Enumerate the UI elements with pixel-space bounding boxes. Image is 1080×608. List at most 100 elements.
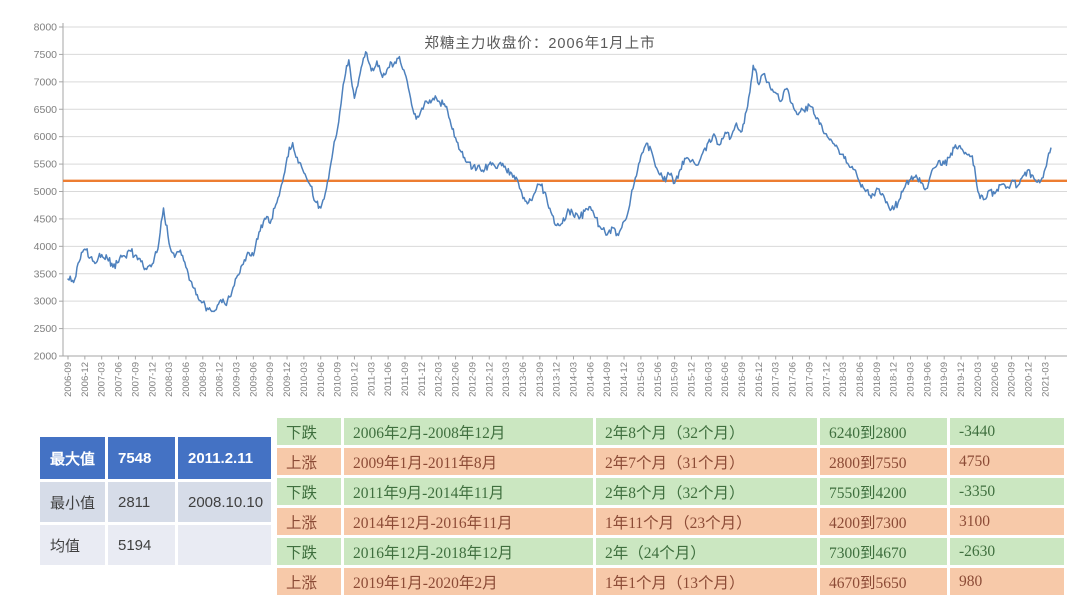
y-axis-label: 8000 [34,22,58,34]
y-axis-label: 4000 [34,241,58,253]
trend-duration: 2年7个月（31个月） [596,448,817,475]
x-axis-label: 2006-12 [80,362,91,397]
x-axis-label: 2011-06 [383,362,394,396]
x-axis-label: 2009-06 [248,362,259,397]
x-axis-label: 2014-12 [619,362,630,397]
x-axis-label: 2007-12 [147,362,158,397]
x-axis-label: 2019-12 [956,362,967,397]
y-axis-label: 5500 [34,159,58,171]
trend-direction: 下跌 [277,418,341,445]
y-axis-label: 3000 [34,296,58,308]
x-axis-label: 2012-12 [484,362,495,397]
x-axis-label: 2019-06 [922,362,933,397]
x-axis-label: 2013-09 [535,362,546,397]
trend-direction: 下跌 [277,538,341,565]
x-axis-label: 2017-09 [804,362,815,397]
x-axis-label: 2018-12 [889,362,900,397]
x-axis-label: 2020-12 [1023,362,1034,397]
x-axis-label: 2015-12 [686,362,697,397]
trend-range: 7300到4670 [820,538,947,565]
x-axis-label: 2015-03 [636,362,647,397]
y-axis-label: 2500 [34,323,58,335]
trend-duration: 2年8个月（32个月） [596,478,817,505]
stat-date: 2008.10.10 [178,482,271,522]
y-axis-label: 6000 [34,131,58,143]
x-axis-label: 2010-09 [333,362,344,397]
trend-period: 2016年12月-2018年12月 [344,538,593,565]
x-axis-label: 2012-06 [451,362,462,397]
x-axis-label: 2008-09 [198,362,209,397]
trend-range: 2800到7550 [820,448,947,475]
x-axis-label: 2010-03 [299,362,310,397]
x-axis-label: 2016-03 [703,362,714,397]
x-axis-label: 2018-09 [872,362,883,397]
x-axis-label: 2007-06 [114,362,125,397]
trend-duration: 1年11个月（23个月） [596,508,817,535]
x-axis-label: 2018-03 [838,362,849,397]
x-axis-label: 2020-09 [1007,362,1018,397]
trend-change: 980 [950,568,1064,595]
stats-table: 最大值 7548 2011.2.11 最小值 2811 2008.10.10 均值 5194 [40,437,271,565]
stat-value: 5194 [108,525,175,565]
trend-range: 4670到5650 [820,568,947,595]
stat-label: 最大值 [40,437,105,479]
x-axis-label: 2016-06 [720,362,731,397]
trend-period: 2014年12月-2016年11月 [344,508,593,535]
x-axis-label: 2007-09 [130,362,141,397]
x-axis-label: 2008-03 [164,362,175,397]
x-axis-label: 2006-09 [63,362,74,397]
stat-label: 最小值 [40,482,105,522]
trend-direction: 下跌 [277,478,341,505]
x-axis-label: 2013-03 [501,362,512,397]
trend-period: 2011年9月-2014年11月 [344,478,593,505]
trend-change: -2630 [950,538,1064,565]
x-axis-label: 2016-12 [754,362,765,397]
x-axis-label: 2019-09 [939,362,950,397]
x-axis-label: 2011-09 [400,362,411,396]
x-axis-label: 2017-03 [771,362,782,397]
x-axis-label: 2008-06 [181,362,192,397]
trend-range: 4200到7300 [820,508,947,535]
trend-change: 4750 [950,448,1064,475]
x-axis-label: 2021-03 [1040,362,1051,397]
x-axis-label: 2012-09 [467,362,478,397]
x-axis-label: 2012-03 [434,362,445,397]
price-line-chart: 2000 2500 3000 3500 4000 4500 5000 5500 6000 6500… [34,22,1067,397]
x-axis-label: 2014-06 [585,362,596,397]
x-axis-label: 2017-12 [821,362,832,397]
x-axis-label: 2019-03 [906,362,917,397]
y-axis-label: 4500 [34,213,58,225]
price-line-series [67,51,1052,313]
x-axis-label: 2008-12 [215,362,226,397]
chart-title: 郑糖主力收盘价：2006年1月上市 [424,36,656,52]
trend-change: -3350 [950,478,1064,505]
trend-range: 7550到4200 [820,478,947,505]
x-axis-label: 2014-03 [569,362,580,397]
y-axis-label: 5000 [34,186,58,198]
y-axis-label: 2000 [34,351,58,363]
x-axis-label: 2014-09 [602,362,613,397]
trend-direction: 上涨 [277,508,341,535]
x-axis-label: 2011-12 [417,362,428,396]
trend-direction: 上涨 [277,448,341,475]
trend-duration: 2年（24个月） [596,538,817,565]
x-axis-label: 2017-06 [788,362,799,397]
x-axis-label: 2020-03 [973,362,984,397]
stat-value: 2811 [108,482,175,522]
x-axis-label: 2009-03 [232,362,243,397]
x-axis-label: 2010-06 [316,362,327,397]
trend-period: 2009年1月-2011年8月 [344,448,593,475]
y-axis-label: 3500 [34,268,58,280]
x-axis-label: 2009-09 [265,362,276,397]
x-axis-label: 2007-03 [97,362,108,397]
trend-change: 3100 [950,508,1064,535]
stat-date: 2011.2.11 [178,437,271,479]
stat-date [178,525,271,565]
trend-period: 2006年2月-2008年12月 [344,418,593,445]
y-axis-label: 7500 [34,49,58,61]
stat-label: 均值 [40,525,105,565]
x-axis-label: 2010-12 [349,362,360,397]
x-axis-label: 2020-06 [990,362,1001,397]
trend-change: -3440 [950,418,1064,445]
